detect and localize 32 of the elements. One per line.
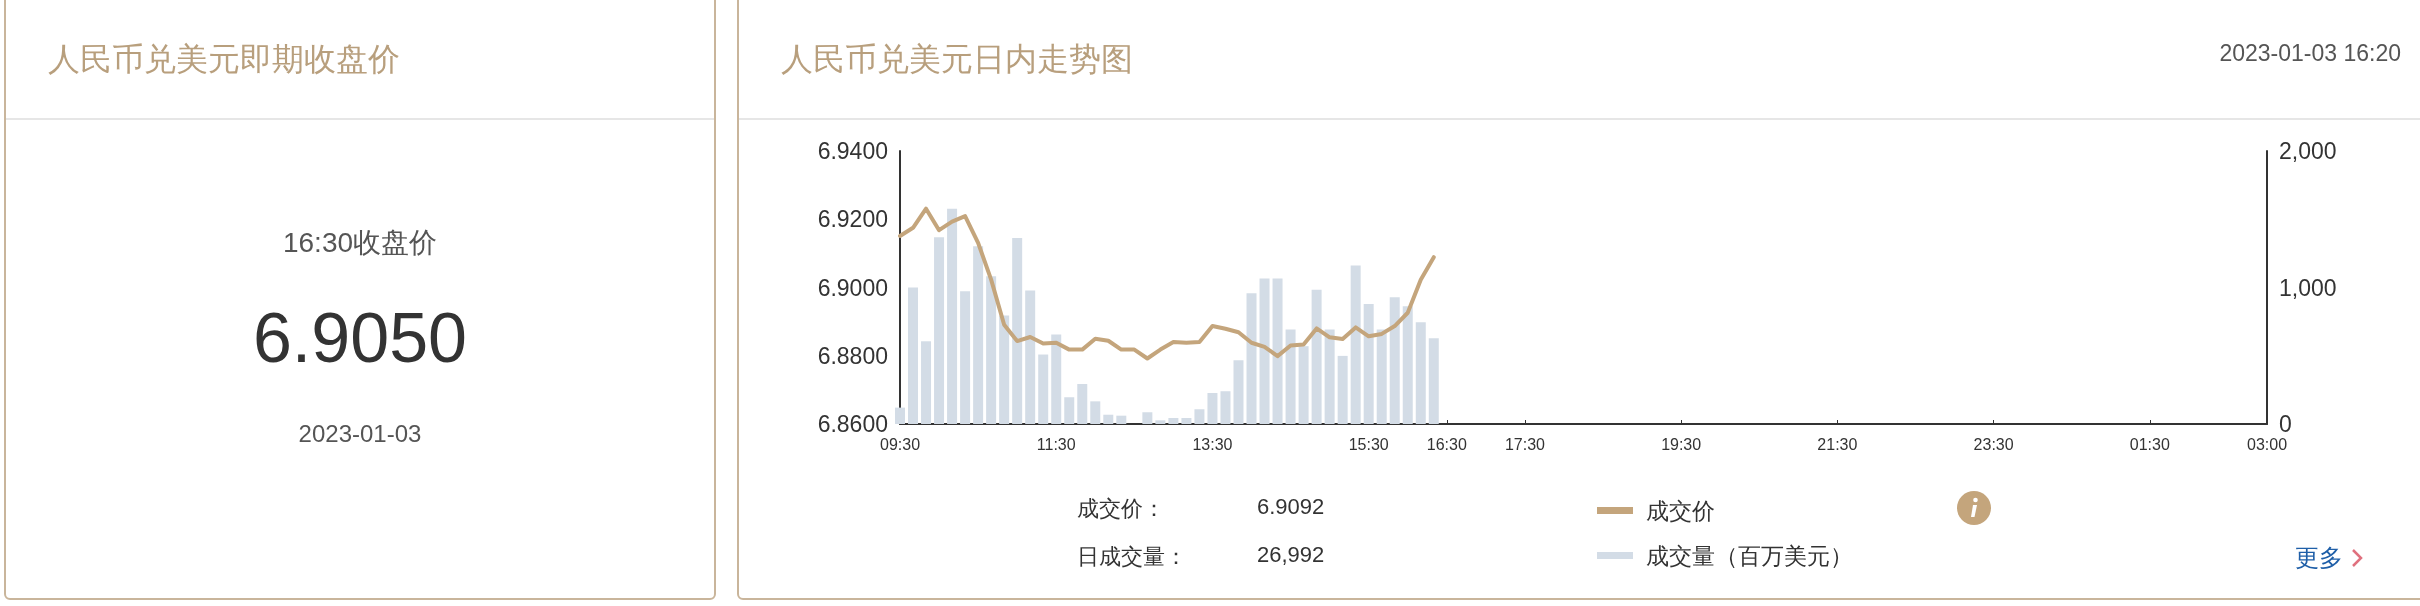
y2-tick-label: 0	[2279, 411, 2292, 437]
text: 6.9092	[1257, 494, 1325, 520]
y-tick-label: 6.9400	[817, 138, 888, 164]
text: 更多	[2295, 543, 2343, 573]
legend-label: 成交量（百万美元）	[1646, 542, 1853, 569]
chart-subtitle: 2023-01-03 16:20	[2219, 40, 2401, 67]
text: 16:30收盘价	[281, 226, 439, 260]
y-tick-label: 6.8800	[817, 342, 888, 369]
chart-title: 人民币兑美元日内走势图	[781, 40, 1133, 79]
y2-tick-label: 1,000	[2279, 274, 2337, 301]
x-tick-label: 03:00	[2246, 435, 2288, 453]
legend-label: 成交价	[1646, 497, 1715, 524]
y-tick-label: 6.9000	[817, 274, 888, 301]
x-tick-label: 23:30	[1973, 435, 2014, 453]
text: 6.9050	[251, 298, 469, 378]
y2-tick-label: 2,000	[2279, 138, 2337, 164]
text: 人民币兑美元即期收盘价	[48, 40, 400, 79]
x-tick-label: 11:30	[1036, 435, 1076, 453]
x-tick-label: 17:30	[1504, 435, 1546, 453]
x-tick-label: 01:30	[2129, 435, 2170, 453]
y-tick-label: 6.9200	[817, 206, 888, 233]
x-tick-label: 13:30	[1192, 435, 1233, 453]
text: 成交价：	[1077, 495, 1165, 523]
x-tick-label: 16:30	[1426, 435, 1467, 453]
x-tick-label: 21:30	[1817, 435, 1858, 453]
x-tick-label: 19:30	[1661, 435, 1702, 453]
x-tick-label: 15:30	[1348, 435, 1389, 453]
text: 26,992	[1257, 542, 1325, 568]
text: 2023-01-03	[297, 420, 423, 448]
text: 日成交量：	[1077, 543, 1187, 571]
y-tick-label: 6.8600	[817, 411, 888, 437]
x-tick-label: 09:30	[879, 435, 921, 453]
